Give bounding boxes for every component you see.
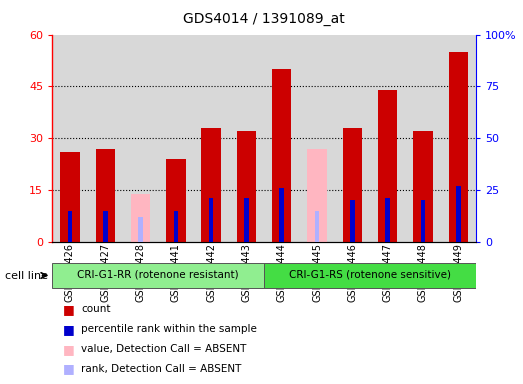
Bar xyxy=(420,200,425,242)
Bar xyxy=(209,199,213,242)
Bar xyxy=(194,35,229,242)
Bar xyxy=(166,159,186,242)
Bar xyxy=(264,263,476,288)
Bar xyxy=(272,69,291,242)
Bar xyxy=(123,35,158,242)
Bar xyxy=(378,90,397,242)
Text: count: count xyxy=(81,304,110,314)
Bar xyxy=(237,131,256,242)
Bar xyxy=(201,128,221,242)
Bar xyxy=(103,211,108,242)
Bar xyxy=(67,211,72,242)
Bar xyxy=(87,35,123,242)
Bar xyxy=(174,211,178,242)
Text: GDS4014 / 1391089_at: GDS4014 / 1391089_at xyxy=(183,12,345,25)
Bar xyxy=(449,52,468,242)
Bar xyxy=(308,149,327,242)
Text: CRI-G1-RS (rotenone sensitive): CRI-G1-RS (rotenone sensitive) xyxy=(289,270,451,280)
Text: percentile rank within the sample: percentile rank within the sample xyxy=(81,324,257,334)
Bar xyxy=(264,35,299,242)
Bar xyxy=(370,35,405,242)
Bar xyxy=(158,35,194,242)
Text: ■: ■ xyxy=(63,362,74,376)
Bar xyxy=(60,152,79,242)
Bar xyxy=(405,35,440,242)
Text: ■: ■ xyxy=(63,323,74,336)
Bar xyxy=(244,199,249,242)
Text: value, Detection Call = ABSENT: value, Detection Call = ABSENT xyxy=(81,344,246,354)
Text: CRI-G1-RR (rotenone resistant): CRI-G1-RR (rotenone resistant) xyxy=(77,270,239,280)
Bar xyxy=(131,194,150,242)
Bar xyxy=(343,128,362,242)
Bar xyxy=(413,131,433,242)
Text: ■: ■ xyxy=(63,343,74,356)
Bar xyxy=(385,199,390,242)
Bar xyxy=(299,35,335,242)
Text: ■: ■ xyxy=(63,303,74,316)
Bar xyxy=(440,35,476,242)
Bar xyxy=(456,186,461,242)
Bar xyxy=(138,217,143,242)
Text: cell line: cell line xyxy=(5,270,48,281)
Bar xyxy=(335,35,370,242)
Bar xyxy=(52,263,264,288)
Bar xyxy=(279,188,284,242)
Bar xyxy=(315,211,320,242)
Text: rank, Detection Call = ABSENT: rank, Detection Call = ABSENT xyxy=(81,364,242,374)
Bar xyxy=(96,149,115,242)
Bar xyxy=(350,200,355,242)
Bar xyxy=(229,35,264,242)
Bar xyxy=(52,35,87,242)
